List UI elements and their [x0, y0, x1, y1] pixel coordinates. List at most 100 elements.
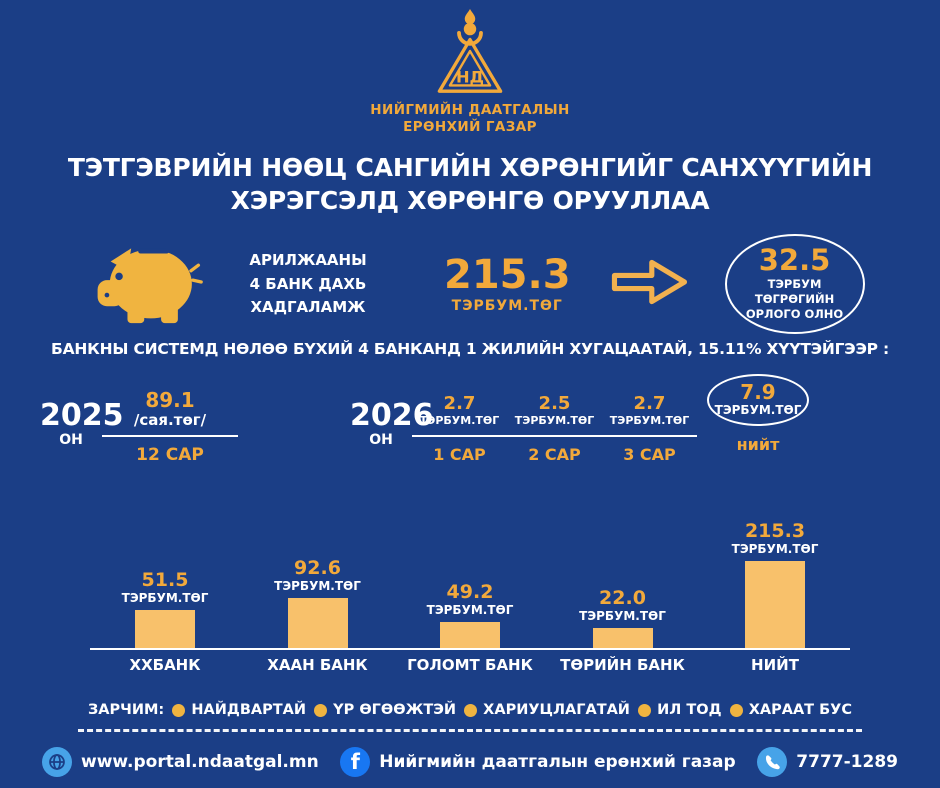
principles-row: ЗАРЧИМ: НАЙДВАРТАЙ ҮР ӨГӨӨЖТЭЙ ХАРИУЦЛАГ… [88, 702, 852, 718]
timeline-2025-unit: /сая.төг/ [133, 411, 207, 429]
principle-item: ХАРААТ БУС [729, 702, 852, 718]
principle-item: ХАРИУЦЛАГАТАЙ [464, 702, 630, 718]
facebook-name[interactable]: Нийгмийн даатгалын ерөнхий газар [379, 752, 736, 772]
month-value: 2.7 [443, 393, 476, 415]
page-title: ТЭТГЭВРИЙН НӨӨЦ САНГИЙН ХӨРӨНГИЙГ САНХҮҮ… [30, 152, 910, 217]
bar-category-label: ХХБАНК [129, 656, 201, 674]
bar-group: 51.5 ТЭРБУМ.ТӨГ [90, 570, 240, 648]
income-oval: 32.5 ТЭРБУМ ТӨГРӨГИЙН ОРЛОГО ОЛНО [724, 234, 865, 335]
timeline-total-period: нийт [736, 435, 780, 454]
bar [592, 628, 653, 648]
website-link[interactable]: www.portal.ndaatgal.mn [42, 747, 319, 777]
timeline-axis-line [412, 435, 507, 437]
bullet-dot-icon [729, 703, 743, 717]
dashed-divider [78, 729, 862, 732]
globe-icon [42, 747, 72, 777]
deposit-label-line3: ХАДГАЛАМЖ [250, 297, 366, 316]
bar-group: 22.0 ТЭРБУМ.ТӨГ [548, 588, 698, 648]
bar-unit: ТЭРБУМ.ТӨГ [731, 542, 819, 556]
bar-category-label: ХААН БАНК [267, 656, 368, 674]
timeline-2025-column: 89.1 /сая.төг/ 12 САР [102, 374, 238, 465]
timeline-2025-period: 12 САР [136, 445, 204, 465]
timeline-total-oval: 7.9 ТЭРБУМ.ТӨГ [707, 374, 809, 426]
bar [440, 622, 500, 648]
phone-number[interactable]: 7777-1289 [796, 752, 898, 772]
org-name-line1: НИЙГМИЙН ДААТГАЛЫН [370, 102, 570, 118]
year-2026: 2026 ОН [350, 401, 434, 449]
timeline-axis-line [102, 435, 238, 437]
month-unit: ТЭРБУМ.ТӨГ [609, 414, 690, 427]
month-value: 2.5 [538, 393, 571, 415]
principle-label: ҮР ӨГӨӨЖТЭЙ [333, 702, 456, 718]
title-line2: ХЭРЭГСЭЛД ХӨРӨНГӨ ОРУУЛЛАА [230, 185, 710, 215]
bar-unit: ТЭРБУМ.ТӨГ [121, 591, 209, 605]
bar-value: 215.3 [744, 520, 806, 543]
website-url[interactable]: www.portal.ndaatgal.mn [81, 752, 319, 772]
bar [745, 561, 805, 648]
principle-label: НАЙДВАРТАЙ [191, 702, 306, 718]
income-value: 32.5 [758, 243, 831, 277]
month-period: 1 САР [433, 445, 486, 464]
principle-label: ХАРИУЦЛАГАТАЙ [483, 702, 630, 718]
income-label-line1: ТЭРБУМ ТӨГРӨГИЙН [754, 277, 835, 307]
org-logo-icon: НД [422, 8, 518, 100]
timeline-month-column: 2.5 ТЭРБУМ.ТӨГ 2 САР [507, 374, 602, 464]
principle-label: ХАРААТ БУС [748, 702, 852, 718]
income-label-line2: ОРЛОГО ОЛНО [745, 307, 844, 322]
bullet-dot-icon [638, 703, 652, 717]
svg-text:НД: НД [456, 68, 484, 87]
bullet-dot-icon [314, 703, 328, 717]
footer: www.portal.ndaatgal.mn f Нийгмийн даатга… [0, 736, 940, 788]
timeline-month-column: 2.7 ТЭРБУМ.ТӨГ 1 САР [412, 374, 507, 464]
bar-category-label: ГОЛОМТ БАНК [407, 656, 533, 674]
principles-label: ЗАРЧИМ: [88, 702, 165, 718]
month-unit: ТЭРБУМ.ТӨГ [419, 414, 500, 427]
org-name-line2: ЕРӨНХИЙ ГАЗАР [403, 118, 537, 135]
deposit-label: АРИЛЖААНЫ 4 БАНК ДАХЬ ХАДГАЛАМЖ [228, 249, 388, 319]
timeline: 2025 ОН 89.1 /сая.төг/ 12 САР 2026 ОН 2.… [40, 374, 910, 465]
deposit-label-line2: 4 БАНК ДАХЬ [249, 274, 367, 293]
bar-value: 51.5 [141, 569, 189, 592]
bar-value: 49.2 [446, 581, 494, 604]
timeline-total-unit: ТЭРБУМ.ТӨГ [714, 403, 802, 417]
bar-value: 92.6 [294, 557, 341, 580]
bar [135, 610, 195, 648]
facebook-link[interactable]: f Нийгмийн даатгалын ерөнхий газар [340, 747, 736, 777]
month-value: 2.7 [633, 393, 666, 415]
year-2025-suffix: ОН [59, 432, 83, 448]
summary-row: АРИЛЖААНЫ 4 БАНК ДАХЬ ХАДГАЛАМЖ 215.3 ТЭ… [92, 234, 865, 335]
timeline-total-value: 7.9 [740, 380, 776, 404]
month-period: 3 САР [623, 445, 676, 464]
month-period: 2 САР [528, 445, 581, 464]
timeline-month-column: 2.7 ТЭРБУМ.ТӨГ 3 САР [602, 374, 697, 464]
timeline-2025-value: 89.1 [145, 388, 195, 412]
total-deposit-value: 215.3 [444, 251, 571, 298]
timeline-total: 7.9 ТЭРБУМ.ТӨГ нийт [707, 374, 809, 454]
chart-baseline [90, 648, 850, 650]
title-line1: ТЭТГЭВРИЙН НӨӨЦ САНГИЙН ХӨРӨНГИЙГ САНХҮҮ… [67, 153, 873, 182]
phone-contact[interactable]: 7777-1289 [757, 747, 898, 777]
deposit-label-line1: АРИЛЖААНЫ [249, 251, 367, 270]
bar-category-label: НИЙТ [751, 656, 799, 674]
total-deposit-unit: ТЭРБУМ.ТӨГ [451, 297, 563, 314]
bar-unit: ТЭРБУМ.ТӨГ [426, 603, 514, 617]
bar [287, 598, 348, 648]
bar-group: 92.6 ТЭРБУМ.ТӨГ [243, 558, 393, 648]
year-2026-suffix: ОН [369, 432, 393, 448]
bar-category-label: ТӨРИЙН БАНК [560, 656, 685, 674]
year-2025-label: 2025 [40, 398, 124, 433]
bar-group: 215.3 ТЭРБУМ.ТӨГ [700, 521, 850, 648]
condition-text: БАНКНЫ СИСТЕМД НӨЛӨӨ БҮХИЙ 4 БАНКАНД 1 Ж… [50, 340, 890, 358]
bullet-dot-icon [172, 703, 186, 717]
bar-unit: ТЭРБУМ.ТӨГ [274, 579, 361, 593]
bar-group: 49.2 ТЭРБУМ.ТӨГ [395, 582, 545, 648]
year-2025: 2025 ОН [40, 398, 124, 449]
timeline-axis-line [602, 435, 697, 437]
phone-icon [757, 747, 788, 777]
arrow-right-icon [607, 252, 691, 316]
month-unit: ТЭРБУМ.ТӨГ [514, 414, 595, 427]
bank-bar-chart: 51.5 ТЭРБУМ.ТӨГ 92.6 ТЭРБУМ.ТӨГ 49.2 ТЭР… [90, 505, 850, 674]
total-deposit: 215.3 ТЭРБУМ.ТӨГ [444, 255, 571, 314]
header: НД НИЙГМИЙН ДААТГАЛЫН ЕРӨНХИЙ ГАЗАР [0, 8, 940, 136]
